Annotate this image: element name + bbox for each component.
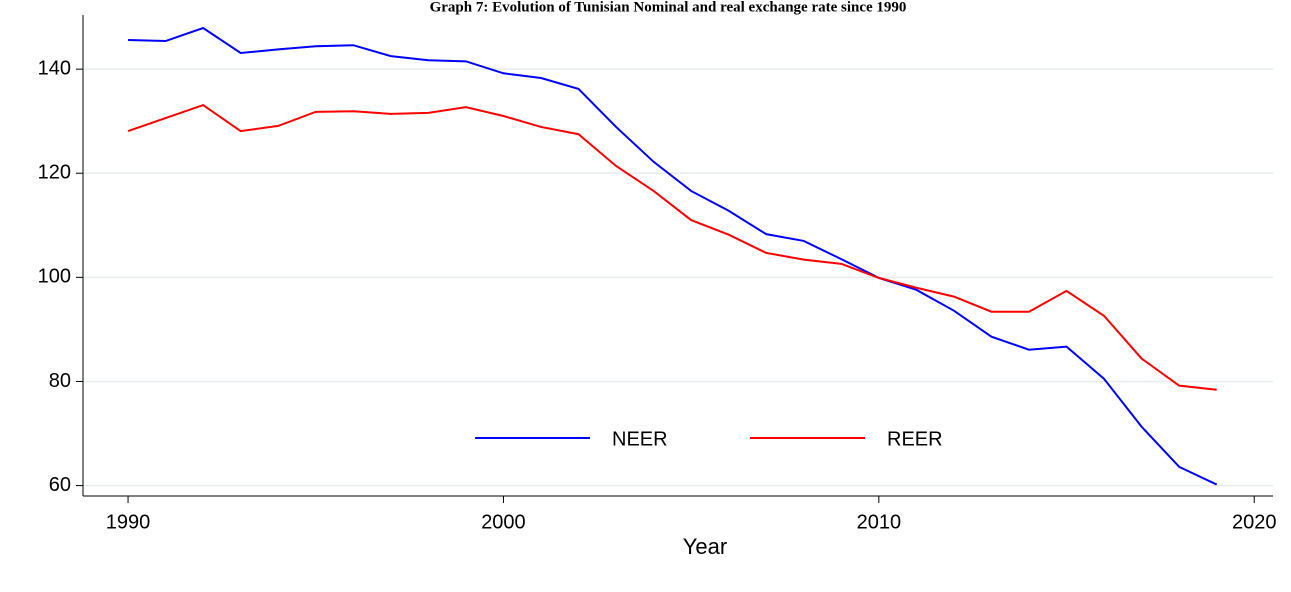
y-tick-label: 100 xyxy=(38,266,71,288)
chart-title: Graph 7: Evolution of Tunisian Nominal a… xyxy=(430,0,907,15)
y-tick-label: 80 xyxy=(49,370,71,392)
line-series xyxy=(127,103,1217,391)
line-series xyxy=(128,26,1218,486)
x-tick-label: 1990 xyxy=(106,511,151,533)
y-tick-label: 120 xyxy=(38,162,71,184)
x-tick-label: 2010 xyxy=(857,511,902,533)
y-tick-label: 60 xyxy=(49,474,71,496)
x-axis-label: Year xyxy=(683,534,727,559)
legend-label: REER xyxy=(887,428,943,450)
y-tick-label: 140 xyxy=(38,57,71,79)
x-tick-label: 2020 xyxy=(1232,511,1277,533)
x-tick-label: 2000 xyxy=(481,511,526,533)
legend-label: NEER xyxy=(612,428,668,450)
